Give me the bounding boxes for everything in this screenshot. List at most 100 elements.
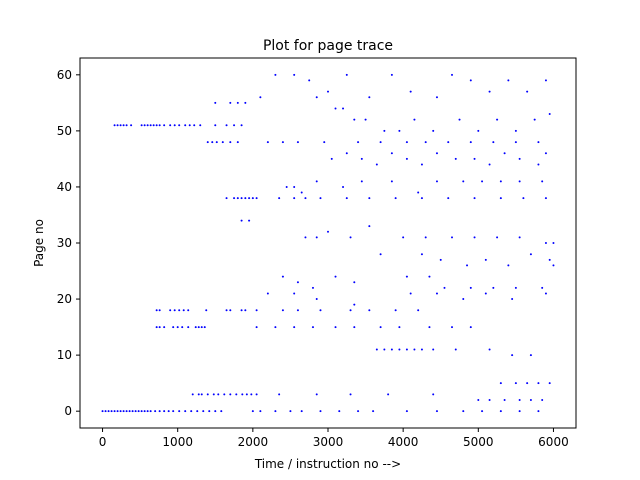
data-point — [155, 124, 158, 127]
data-point — [158, 410, 161, 413]
data-point — [240, 219, 243, 222]
data-point — [417, 309, 420, 312]
data-point — [229, 393, 232, 396]
data-point — [503, 398, 506, 401]
data-point — [130, 124, 133, 127]
data-point — [499, 180, 502, 183]
data-point — [266, 141, 269, 144]
data-point — [131, 410, 134, 413]
data-point — [182, 309, 185, 312]
data-point — [300, 410, 303, 413]
data-point — [158, 124, 161, 127]
data-point — [206, 393, 209, 396]
data-point — [220, 410, 223, 413]
data-point — [473, 197, 476, 200]
data-point — [492, 141, 495, 144]
data-point — [552, 242, 555, 244]
data-point — [522, 197, 525, 200]
data-point — [113, 124, 116, 127]
data-point — [492, 286, 495, 289]
data-point — [319, 197, 322, 200]
data-point — [511, 298, 514, 301]
data-point — [163, 326, 166, 329]
data-point — [394, 309, 397, 312]
data-point — [187, 309, 190, 312]
data-point — [215, 141, 218, 144]
data-point — [251, 197, 254, 200]
data-point — [342, 107, 345, 110]
data-point — [526, 90, 529, 93]
data-point — [205, 309, 208, 312]
data-point — [345, 152, 348, 155]
data-point — [116, 124, 119, 127]
data-point — [143, 124, 146, 127]
data-point — [293, 73, 296, 76]
data-point — [447, 141, 450, 144]
data-point — [417, 191, 420, 194]
data-point — [435, 96, 438, 99]
data-point — [248, 219, 251, 222]
data-point — [507, 79, 510, 82]
data-point — [143, 410, 146, 413]
data-point — [293, 292, 296, 295]
x-axis-label: Time / instruction no --> — [254, 457, 401, 471]
x-tick-label: 1000 — [162, 435, 193, 449]
data-point — [193, 124, 196, 127]
data-point — [169, 124, 172, 127]
data-point — [432, 393, 435, 396]
data-point — [368, 197, 371, 200]
data-point — [214, 410, 217, 413]
data-point — [379, 141, 382, 144]
data-point — [154, 410, 157, 413]
data-point — [184, 124, 187, 127]
data-point — [278, 197, 281, 200]
data-point — [488, 398, 491, 401]
points-layer — [101, 73, 555, 413]
data-point — [293, 326, 296, 329]
x-tick-label: 2000 — [238, 435, 269, 449]
data-point — [308, 79, 311, 82]
data-point — [104, 410, 107, 413]
data-point — [405, 275, 408, 278]
data-point — [255, 393, 258, 396]
data-point — [481, 410, 484, 413]
data-point — [274, 73, 277, 76]
data-point — [360, 180, 363, 183]
data-point — [544, 197, 547, 200]
data-point — [488, 348, 491, 351]
data-point — [125, 410, 128, 413]
data-point — [409, 90, 412, 93]
data-point — [537, 141, 540, 144]
data-point — [529, 354, 532, 357]
data-point — [484, 258, 487, 261]
data-point — [190, 410, 193, 413]
data-point — [469, 286, 472, 289]
data-point — [274, 410, 277, 413]
data-point — [255, 197, 258, 200]
data-point — [281, 141, 284, 144]
data-point — [428, 326, 431, 329]
data-point — [315, 236, 318, 239]
data-point — [338, 410, 341, 413]
data-point — [187, 326, 190, 329]
data-point — [225, 124, 228, 127]
data-point — [259, 410, 262, 413]
data-point — [250, 393, 253, 396]
x-tick-label: 3000 — [313, 435, 344, 449]
data-point — [107, 410, 110, 413]
data-point — [181, 326, 184, 329]
data-point — [432, 348, 435, 351]
x-tick-label: 4000 — [388, 435, 419, 449]
data-point — [119, 124, 122, 127]
data-point — [196, 410, 199, 413]
data-point — [413, 118, 416, 121]
data-point — [375, 163, 378, 166]
data-point — [398, 326, 401, 329]
data-point — [499, 382, 502, 385]
data-point — [163, 124, 166, 127]
data-point — [409, 292, 412, 295]
data-point — [236, 197, 239, 200]
data-point — [140, 410, 143, 413]
data-point — [345, 197, 348, 200]
data-point — [233, 197, 236, 200]
